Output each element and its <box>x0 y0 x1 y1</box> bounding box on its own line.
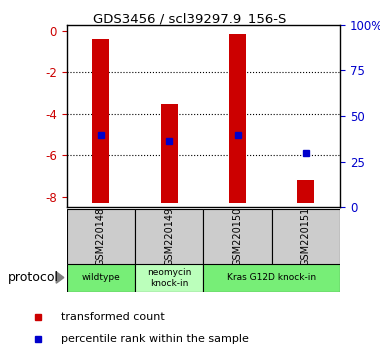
Bar <box>92 39 109 203</box>
Text: GDS3456 / scl39297.9_156-S: GDS3456 / scl39297.9_156-S <box>93 12 287 25</box>
Text: transformed count: transformed count <box>61 312 165 322</box>
Bar <box>161 103 178 203</box>
Text: Kras G12D knock-in: Kras G12D knock-in <box>227 273 316 282</box>
Text: GSM220149: GSM220149 <box>164 207 174 266</box>
Text: GSM220150: GSM220150 <box>233 207 242 266</box>
Bar <box>135 209 203 264</box>
Bar <box>298 180 315 203</box>
Text: neomycin
knock-in: neomycin knock-in <box>147 268 191 287</box>
Bar <box>203 264 340 292</box>
Text: protocol: protocol <box>8 272 59 284</box>
Text: GSM220151: GSM220151 <box>301 207 311 266</box>
Text: percentile rank within the sample: percentile rank within the sample <box>61 333 249 344</box>
Polygon shape <box>56 272 64 283</box>
Text: GSM220148: GSM220148 <box>96 207 106 266</box>
Bar <box>229 34 246 203</box>
Text: wildtype: wildtype <box>81 273 120 282</box>
Bar <box>66 264 135 292</box>
Bar <box>272 209 340 264</box>
Bar <box>66 209 135 264</box>
Bar <box>135 264 203 292</box>
Bar <box>203 209 272 264</box>
